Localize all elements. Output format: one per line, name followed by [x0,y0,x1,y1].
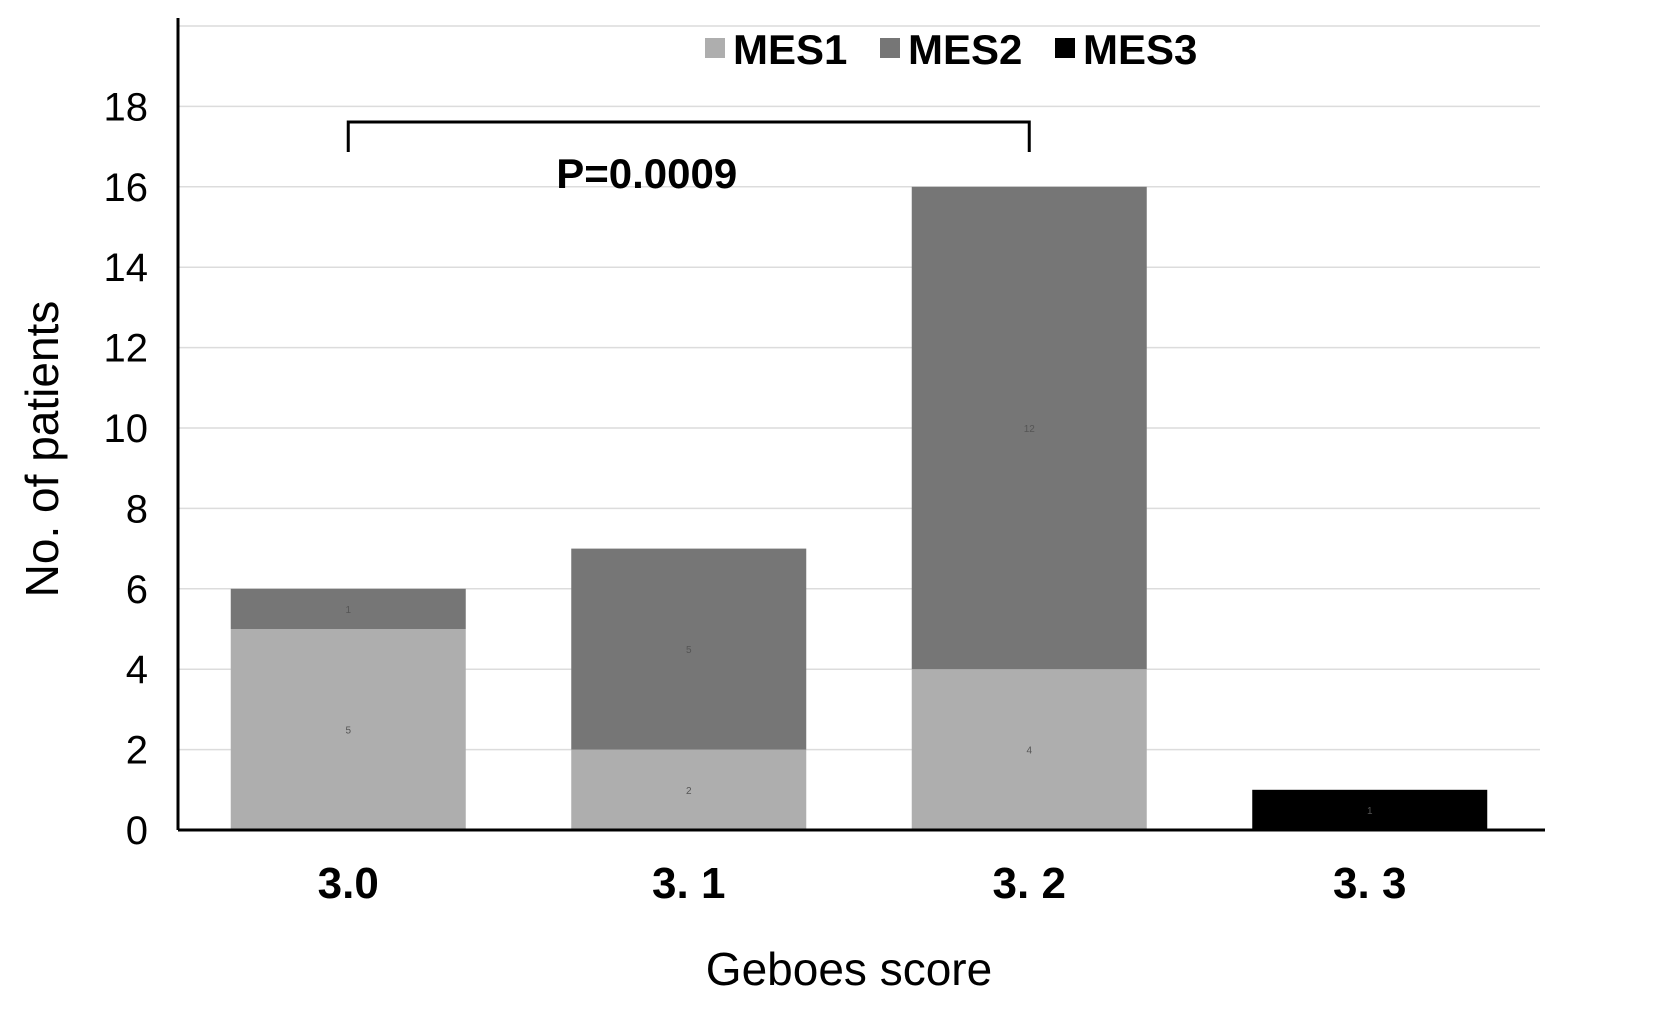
legend-swatch-mes1 [705,38,725,58]
legend-swatch-mes3 [1055,38,1075,58]
y-tick-label: 2 [126,729,148,773]
bar-segment-value: 5 [345,726,351,737]
x-tick-label: 3. 2 [993,859,1066,908]
bar-segment-mes3 [1252,789,1488,830]
axes [176,18,1545,832]
bar-segment-value: 12 [1024,424,1036,435]
bar-segment-value: 1 [1367,806,1373,817]
y-tick-label: 0 [126,809,148,853]
y-tick-label: 12 [104,327,149,371]
bar-segment-mes1 [571,749,807,830]
x-tick-label: 3. 3 [1333,859,1406,908]
p-value-label: P=0.0009 [556,150,737,197]
legend: MES1 MES2 MES3 [705,26,1197,73]
bar-segment-value: 1 [345,605,351,616]
x-tick-label: 3.0 [318,859,379,908]
bar-segment-mes2 [571,548,807,750]
significance-annotation: P=0.0009 [346,120,1031,197]
y-tick-label: 10 [104,407,149,451]
legend-label: MES1 [733,26,847,73]
bar-segment-mes2 [911,186,1147,670]
bar-segment-mes2 [230,588,466,629]
legend-label: MES3 [1083,26,1197,73]
bar-segment-mes1 [230,629,466,830]
legend-swatch-mes2 [880,38,900,58]
y-tick-label: 8 [126,487,148,531]
bar-segment-value: 5 [686,645,692,656]
y-axis-title: No. of patients [16,301,68,598]
y-tick-label: 6 [126,568,148,612]
bars [230,186,1488,830]
x-axis-title: Geboes score [706,943,992,995]
y-tick-label: 4 [126,648,148,692]
y-tick-label: 16 [104,166,149,210]
bar-segment-value: 2 [686,786,692,797]
legend-label: MES2 [908,26,1022,73]
x-tick-labels: 3.0 3. 1 3. 2 3. 3 [318,859,1407,908]
bar-segment-value: 4 [1026,746,1032,757]
bar-segment-mes1 [911,669,1147,830]
y-tick-label: 18 [104,85,149,129]
x-tick-label: 3. 1 [652,859,725,908]
y-tick-labels: 0 2 4 6 8 10 12 14 16 18 [104,85,149,853]
significance-bracket [346,120,1031,152]
y-tick-label: 14 [104,246,149,290]
